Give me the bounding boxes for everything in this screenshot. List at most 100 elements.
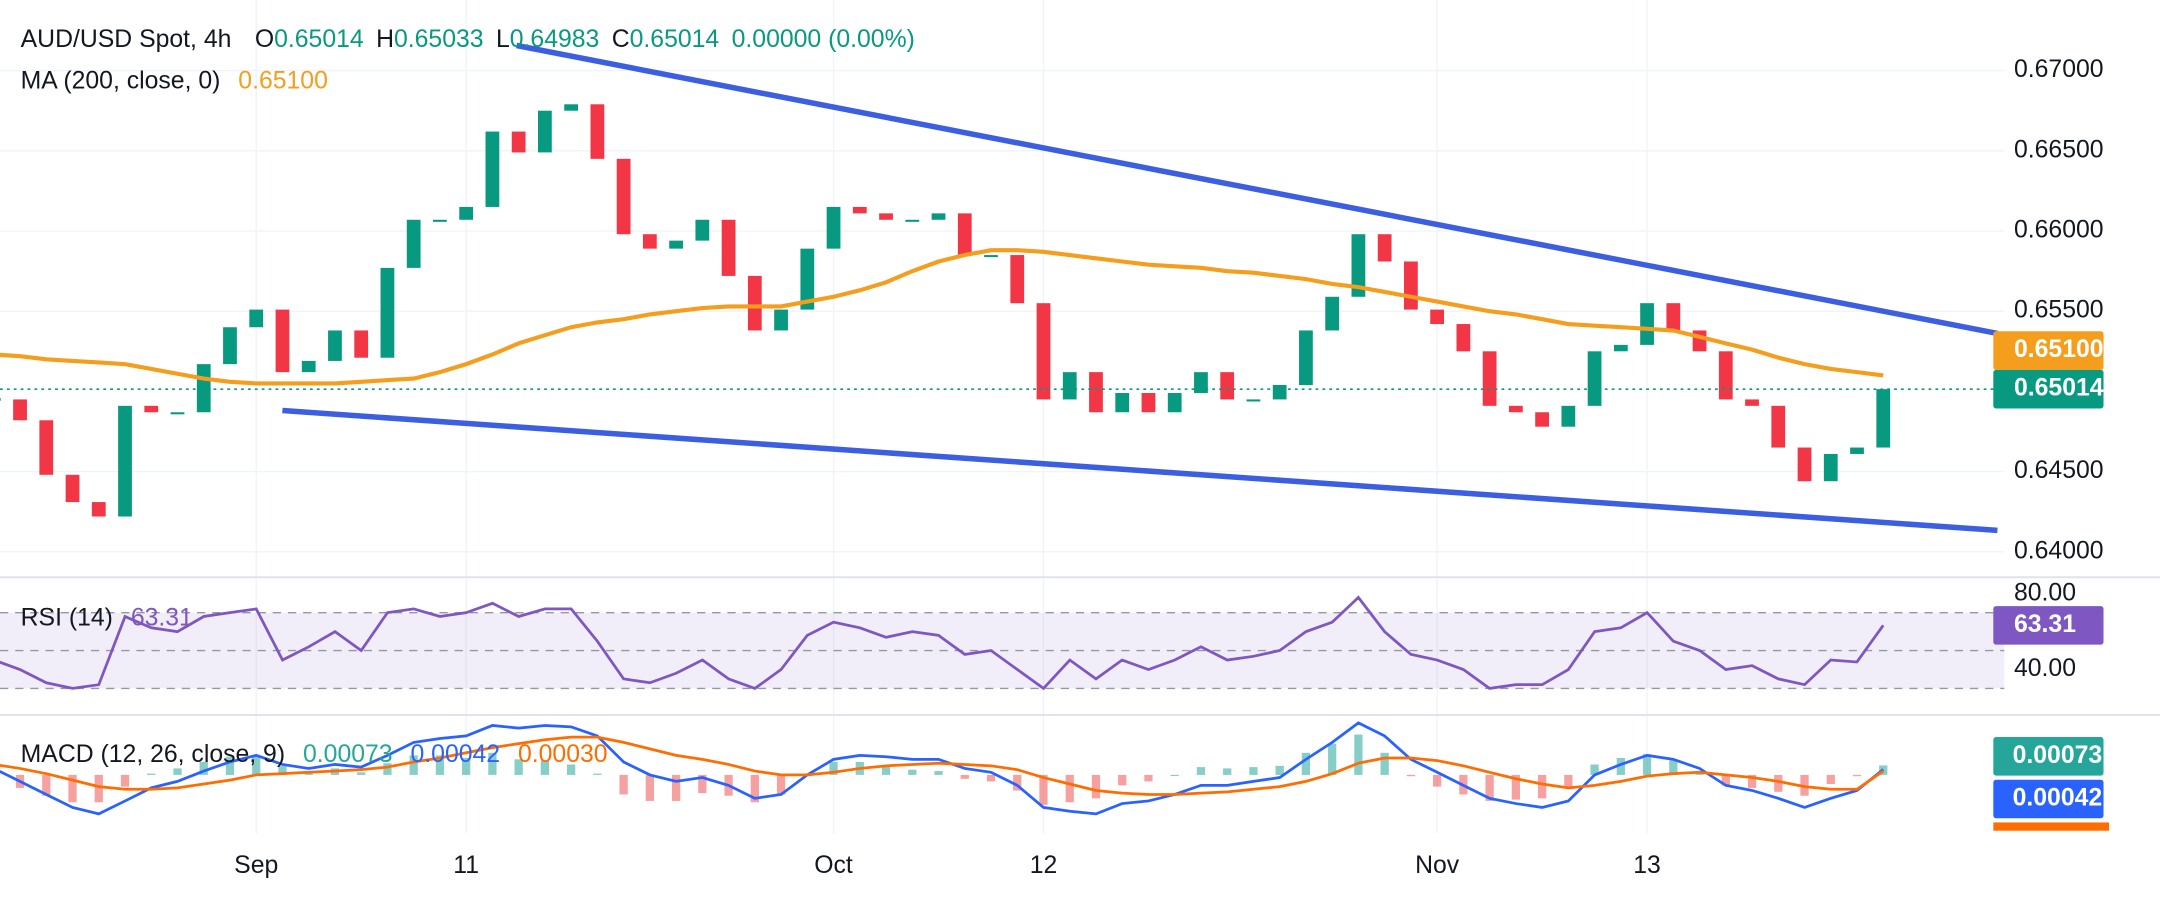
histogram-bar (881, 765, 891, 775)
candle (1325, 296, 1340, 331)
histogram-bar (750, 774, 759, 803)
candle (1299, 330, 1313, 385)
histogram-bar (908, 769, 917, 775)
histogram-bar (147, 773, 156, 775)
histogram-bar (1039, 774, 1048, 805)
candle (1246, 399, 1261, 402)
candle (1456, 324, 1471, 352)
rsi-box-label: 63.31 (2014, 611, 2076, 638)
histogram-bar (357, 772, 366, 775)
candle (1587, 351, 1602, 406)
signal-value: 0.00030 (518, 740, 608, 767)
candle (91, 502, 106, 517)
histogram-bar (1144, 774, 1153, 782)
candle (774, 309, 788, 331)
histogram-bar (1826, 774, 1835, 785)
candle (459, 206, 474, 220)
ohlc-value: 0.64983 (510, 26, 600, 53)
y-tick-label: 0.66500 (2014, 136, 2104, 163)
price-legend: AUD/USD Spot, 4h O0.65014 H0.65033 L0.64… (21, 26, 915, 53)
candle (931, 213, 946, 220)
candle (879, 213, 893, 220)
histogram-bar (1223, 768, 1232, 775)
ohlc-key: C (612, 26, 630, 53)
histogram-bar (1013, 774, 1022, 791)
ma-legend: MA (200, close, 0) 0.65100 (21, 67, 328, 94)
candle (669, 240, 683, 249)
candle (1036, 303, 1051, 400)
macd-box-label: 0.00042 (2013, 785, 2103, 812)
candle (1115, 393, 1130, 413)
y-tick-label: 80.00 (2014, 579, 2076, 606)
histogram-bar (173, 768, 182, 775)
histogram-bar (619, 774, 628, 795)
candle (1876, 389, 1891, 448)
histogram-bar (252, 755, 261, 775)
y-tick-label: 0.64500 (2014, 457, 2104, 484)
candle (170, 412, 185, 415)
candle (1089, 372, 1103, 413)
macd-name: MACD (12, 26, close, 9) (21, 740, 285, 767)
histogram-box-label: 0.00073 (2013, 742, 2103, 769)
ohlc-key: O (255, 26, 274, 53)
candle (1141, 393, 1156, 413)
candle (1430, 309, 1445, 325)
symbol: AUD/USD Spot, 4h (21, 26, 232, 53)
change: 0.00000 (0.00%) (732, 26, 915, 53)
upper-trendline (516, 42, 1998, 337)
histogram-bar (540, 760, 550, 775)
y-tick-label: 0.66000 (2014, 217, 2104, 244)
candle (328, 330, 342, 361)
candle (301, 360, 316, 373)
candle (406, 219, 421, 268)
candle (1010, 255, 1025, 304)
y-tick-label: 0.65500 (2014, 297, 2104, 324)
candle (39, 420, 54, 475)
candle (1508, 405, 1523, 413)
ma-value: 0.65100 (238, 67, 328, 94)
candle (1823, 453, 1838, 482)
histogram-bar (1590, 764, 1599, 775)
ma-price-box (1993, 331, 2104, 370)
histogram-bar (514, 759, 523, 775)
histogram-value: 0.00073 (303, 740, 393, 767)
candle (1718, 351, 1733, 400)
candle (721, 219, 736, 276)
candle (1482, 351, 1497, 406)
histogram-box (1993, 737, 2104, 776)
grid-layer (0, 0, 2005, 834)
y-tick-label: 0.64000 (2014, 537, 2104, 564)
histogram-bar (1406, 774, 1416, 777)
histogram-bar (1249, 767, 1258, 775)
histogram-bar (225, 756, 235, 775)
x-tick-label: 13 (1633, 852, 1661, 879)
histogram-bar (1118, 774, 1127, 786)
histogram-bar (1170, 774, 1179, 777)
candle (1377, 234, 1392, 262)
candle (564, 104, 579, 111)
histogram-bar (1091, 774, 1101, 799)
histogram-bar (68, 774, 77, 803)
signal-line (0, 735, 1885, 796)
candle (13, 399, 27, 421)
candle (354, 330, 369, 358)
histogram-bar (1511, 774, 1520, 800)
macd-legend: MACD (12, 26, close, 9) 0.00073 0.00042 … (21, 740, 608, 767)
candle (1771, 405, 1786, 448)
candle (1062, 372, 1077, 400)
panes (0, 576, 2160, 717)
last-price-label: 0.65014 (2014, 375, 2104, 402)
histogram-bar (960, 774, 969, 779)
ohlc-key: H (376, 26, 394, 53)
histogram-bar (1328, 743, 1337, 775)
candle (144, 405, 159, 413)
candle (1220, 372, 1235, 400)
candle (590, 104, 605, 159)
histogram-bar (1432, 774, 1442, 787)
last-price-box (1993, 369, 2104, 409)
candle (905, 219, 920, 222)
candle (1850, 447, 1864, 454)
ma-price-label: 0.65100 (2014, 336, 2104, 363)
histogram-bar (1747, 774, 1757, 788)
ma-name: MA (200, close, 0) (21, 67, 221, 94)
